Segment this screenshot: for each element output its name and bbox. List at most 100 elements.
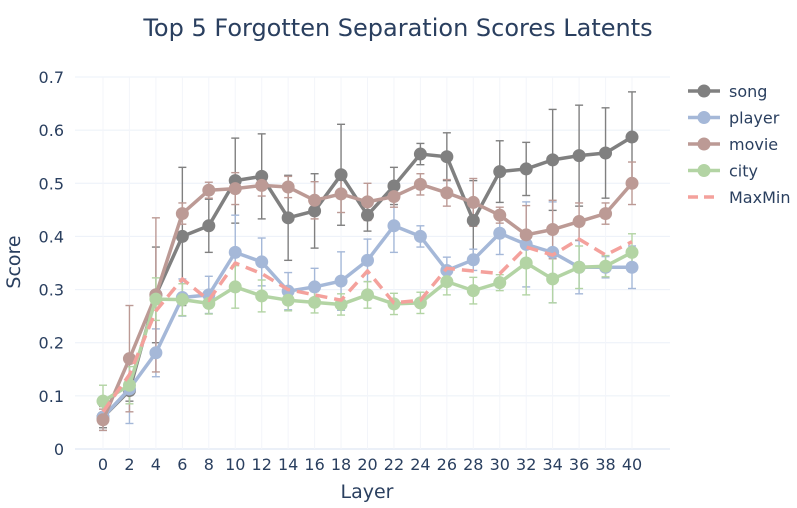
x-tick-label: 32 (516, 455, 536, 474)
series (96, 130, 639, 427)
city-point (149, 292, 163, 306)
song-point (308, 204, 322, 218)
city-point (413, 296, 427, 310)
song-point (599, 146, 613, 160)
y-tick-label: 0.2 (39, 334, 64, 353)
city-point (546, 272, 560, 286)
song-point (546, 153, 560, 167)
legend-item-player[interactable]: player (688, 109, 780, 128)
player-point (149, 346, 163, 360)
song-point (334, 168, 348, 182)
y-tick-label: 0.3 (39, 281, 64, 300)
song-point (361, 208, 374, 222)
city-point (281, 293, 295, 307)
player-point (625, 260, 639, 274)
x-tick-label: 10 (225, 455, 245, 474)
player-point (361, 253, 374, 267)
city-point (122, 378, 136, 392)
movie-point (281, 180, 295, 194)
movie-point (228, 182, 242, 196)
movie-point (599, 207, 613, 221)
legend-swatch-marker (697, 84, 711, 98)
x-tick-label: 40 (622, 455, 642, 474)
legend-item-city[interactable]: city (688, 162, 758, 181)
city-point (308, 295, 322, 309)
city-point (202, 296, 216, 310)
movie-point (255, 178, 269, 192)
y-tick-label: 0.1 (39, 387, 64, 406)
song-point (413, 147, 427, 161)
movie-point (122, 352, 136, 366)
legend-label: player (729, 109, 780, 128)
legend-item-song[interactable]: song (688, 82, 767, 101)
MaxMin-series-line (101, 237, 633, 413)
legend-label: song (729, 82, 767, 101)
legend-label: city (729, 162, 758, 181)
legend-swatch-marker (697, 164, 711, 177)
x-tick-label: 14 (278, 455, 298, 474)
city-point (228, 280, 242, 294)
movie-point (519, 228, 533, 242)
chart-title: Top 5 Forgotten Separation Scores Latent… (142, 14, 652, 42)
movie-point (546, 223, 560, 237)
song-point (255, 169, 269, 183)
movie-point (96, 413, 110, 427)
player-point (334, 274, 348, 288)
player-point (493, 226, 507, 240)
x-tick-label: 36 (569, 455, 589, 474)
x-tick-label: 18 (331, 455, 351, 474)
song-point (625, 130, 639, 144)
movie-point (202, 183, 216, 197)
city-point (519, 256, 533, 270)
movie-point (361, 195, 374, 209)
x-tick-label: 8 (204, 455, 214, 474)
x-tick-label: 2 (124, 455, 134, 474)
movie-point (308, 193, 322, 207)
city-point (466, 284, 480, 298)
x-tick-label: 30 (490, 455, 510, 474)
city-point (599, 259, 613, 273)
song-point (466, 213, 480, 227)
player-point (308, 280, 322, 294)
legend-item-movie[interactable]: movie (688, 135, 778, 154)
x-tick-label: 12 (252, 455, 272, 474)
city-point (625, 245, 639, 259)
movie-point (625, 176, 639, 190)
player-point (466, 253, 480, 267)
movie-point (334, 187, 348, 201)
x-tick-label: 6 (177, 455, 187, 474)
legend[interactable]: song player movie city MaxMin (688, 82, 790, 207)
x-tick-label: 4 (151, 455, 161, 474)
y-axis-title: Score (3, 235, 25, 288)
x-tick-label: 22 (384, 455, 404, 474)
player-point (228, 245, 242, 259)
player-point (255, 255, 269, 269)
x-tick-label: 28 (463, 455, 483, 474)
legend-swatch-marker (697, 137, 711, 151)
song-point (572, 149, 586, 163)
x-tick-label: 20 (357, 455, 377, 474)
x-axis-title: Layer (341, 481, 394, 503)
song-point (493, 165, 507, 179)
y-tick-label: 0.5 (39, 174, 64, 193)
song-point (281, 211, 295, 225)
movie-point (440, 186, 454, 200)
player-point (413, 229, 427, 243)
song-point (202, 219, 216, 233)
movie-point (466, 195, 480, 209)
city-point (572, 260, 586, 274)
y-tick-label: 0 (54, 440, 64, 459)
song-point (175, 229, 189, 243)
city-point (361, 288, 374, 302)
song-point (440, 150, 454, 164)
legend-item-maxmin[interactable]: MaxMin (688, 188, 790, 207)
city-point (175, 293, 189, 307)
city-point (255, 289, 269, 303)
axes: 00.10.20.30.40.50.60.70 2 4 6 8 10 12 14 16 18 20 2… (39, 68, 643, 474)
legend-label: MaxMin (729, 188, 790, 207)
x-tick-label: 0 (98, 455, 108, 474)
movie-point (572, 215, 586, 229)
y-tick-label: 0.6 (39, 121, 64, 140)
song-point (519, 162, 533, 176)
